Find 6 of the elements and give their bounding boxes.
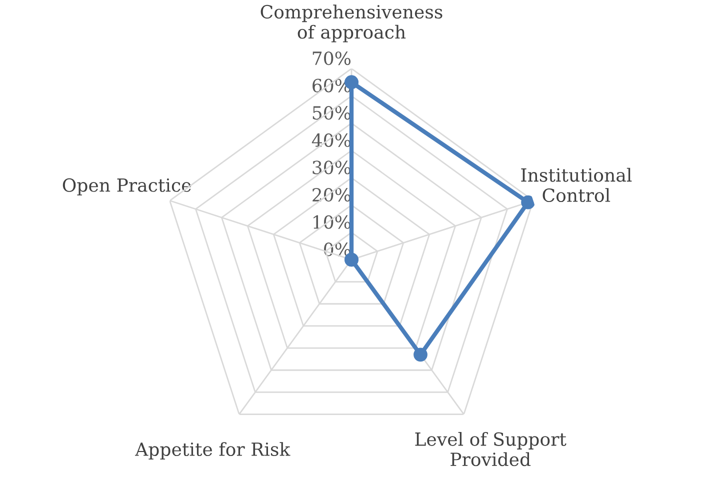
spoke-label: Level of Support Provided xyxy=(415,432,566,466)
spoke-label: Open Practice xyxy=(62,178,191,196)
spoke-label: Appetite for Risk xyxy=(135,442,290,460)
spoke-label: Comprehensiveness of approach xyxy=(260,4,442,42)
y-tick-label: 70% xyxy=(312,51,351,66)
spoke-label: Institutional Control xyxy=(521,168,632,202)
